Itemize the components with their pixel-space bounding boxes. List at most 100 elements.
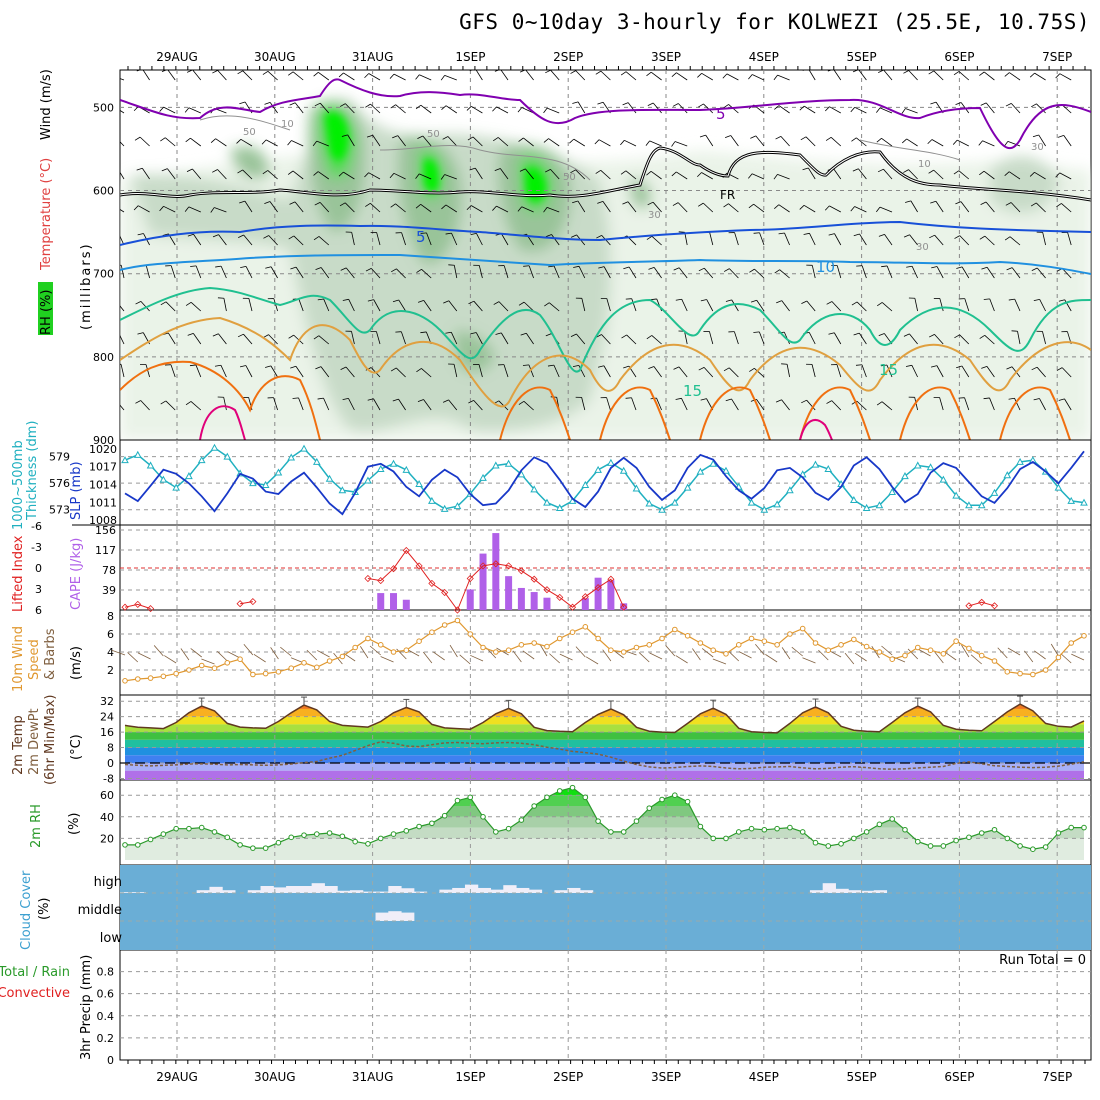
- barb-flag: [775, 135, 782, 140]
- wind-point: [134, 676, 141, 682]
- barb-flag: [492, 106, 497, 112]
- wind-barb: [738, 651, 752, 659]
- barb: [883, 168, 893, 180]
- barb-flag: [417, 299, 424, 303]
- rh-point: [262, 845, 269, 851]
- wind-point: [608, 647, 614, 654]
- barb: [755, 135, 765, 147]
- barb: [525, 332, 534, 345]
- barb: [656, 397, 662, 411]
- barb-flag: [983, 298, 990, 300]
- barb-flag: [1005, 102, 1012, 107]
- tick-rh-40: 40: [100, 811, 114, 824]
- barb-flag: [261, 139, 267, 145]
- barb-flag: [517, 107, 523, 113]
- barb: [501, 233, 509, 246]
- thickness-point: [197, 456, 206, 464]
- barb: [777, 74, 790, 81]
- barb-flag: [620, 71, 627, 76]
- barb: [681, 299, 688, 312]
- rh-point: [556, 788, 563, 794]
- wind-point: [147, 675, 154, 681]
- barb-flag: [184, 206, 190, 212]
- barb-flag: [469, 167, 476, 171]
- barb: [701, 72, 714, 81]
- t10-contour: [120, 253, 1091, 275]
- temp-band: [125, 739, 1084, 748]
- thickness-point: [185, 472, 193, 480]
- barb-flag: [621, 334, 627, 339]
- cloud-high-bar: [567, 887, 581, 893]
- thickness-point: [491, 461, 500, 469]
- thickness-point: [121, 456, 129, 464]
- wind-barb: [180, 648, 190, 661]
- barb-flag: [1031, 366, 1038, 371]
- barb: [120, 141, 125, 147]
- barb: [1036, 366, 1046, 378]
- barb-flag: [445, 232, 452, 235]
- wind-point: [902, 652, 908, 659]
- barb: [396, 268, 406, 279]
- barb-flag: [468, 399, 474, 404]
- rh-point: [761, 826, 768, 833]
- tick-slp-1020: 1020: [89, 443, 117, 456]
- barb: [601, 334, 611, 345]
- wind-point: [774, 642, 780, 648]
- thickness-point: [389, 459, 398, 467]
- barb: [701, 172, 713, 180]
- barb: [706, 299, 714, 312]
- cloud-high-bar: [362, 891, 377, 893]
- barb: [496, 205, 509, 213]
- t10-label: 10: [816, 258, 835, 276]
- barb: [426, 232, 432, 246]
- barb-flag: [851, 137, 857, 142]
- thickness-point: [479, 473, 487, 481]
- rh-point: [326, 830, 333, 836]
- barb: [829, 106, 841, 114]
- barb: [627, 201, 637, 213]
- barb: [444, 174, 457, 180]
- barb-flag: [673, 366, 680, 370]
- rh-point: [403, 828, 410, 834]
- tick-slp-1011: 1011: [89, 496, 117, 509]
- barb-flag: [824, 205, 830, 211]
- wind-point: [531, 640, 537, 646]
- barb: [964, 397, 970, 411]
- barb: [170, 364, 176, 378]
- barb-flag: [1058, 299, 1065, 302]
- slp-line: [124, 450, 1085, 516]
- barb: [242, 169, 253, 180]
- barb: [803, 204, 816, 213]
- barb: [223, 397, 227, 411]
- rh-point: [365, 841, 371, 847]
- barb: [145, 364, 150, 378]
- barb: [295, 266, 304, 279]
- barb-flag: [466, 106, 472, 111]
- label-precip-3: 3hr Precip (mm): [79, 955, 94, 1060]
- barb: [223, 298, 227, 312]
- barb: [777, 173, 790, 180]
- barb-flag: [133, 106, 139, 112]
- label-wind10-b: Speed: [27, 639, 42, 680]
- barb-flag: [240, 266, 247, 269]
- rh-point: [377, 835, 384, 842]
- rh-point: [1081, 824, 1087, 831]
- barb-flag: [930, 365, 937, 368]
- barb-flag: [442, 399, 449, 403]
- instability-panel: -6 -3 0 3 6 39 78 117 156: [31, 520, 1091, 617]
- cape-bar: [479, 553, 487, 610]
- wind-barb: [961, 644, 970, 658]
- wind-point: [735, 642, 742, 648]
- barb-flag: [440, 174, 445, 180]
- wind-barb: [153, 645, 164, 657]
- rh-point: [224, 834, 231, 841]
- tick-cape-78: 78: [102, 564, 116, 577]
- barb: [473, 400, 483, 411]
- wind-point: [787, 631, 793, 637]
- label-cloud: Cloud Cover: [19, 870, 34, 950]
- cape-bar: [390, 593, 398, 610]
- rh-point: [876, 821, 883, 828]
- wind-point: [403, 647, 410, 654]
- t15-contour: [120, 286, 1091, 373]
- wind-point: [927, 647, 934, 654]
